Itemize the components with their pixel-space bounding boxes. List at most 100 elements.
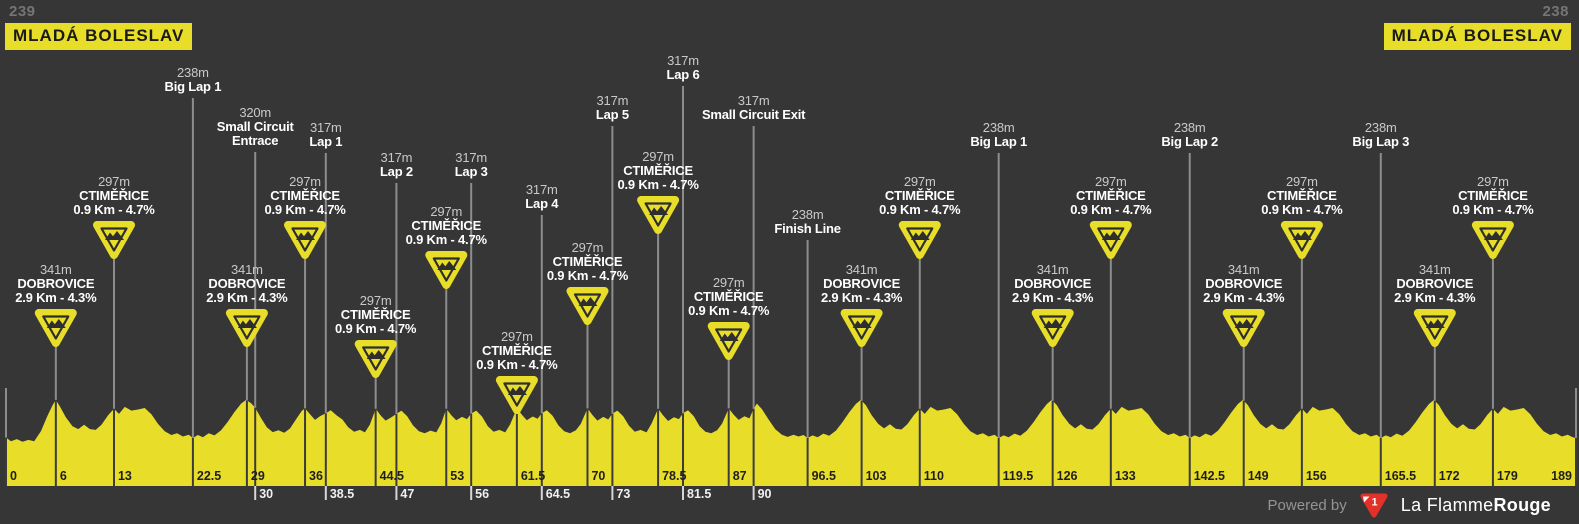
secondary-km-tick-label: 81.5 [687,487,712,501]
la-flamme-rouge-logo-icon: 1 [1360,493,1388,518]
km-tick-label: 44.5 [379,469,404,483]
waypoint-name: Big Lap 3 [1352,134,1410,149]
waypoint-elevation: 317m [455,150,488,165]
la-flamme-rouge-wordmark: La FlammeRouge [1401,495,1551,516]
waypoint-elevation: 238m [982,120,1015,135]
climb-marker: 341m DOBROVICE 2.9 Km - 4.3% [821,263,902,305]
waypoint-marker: 317m Lap 5 [596,94,629,122]
km-tick-label: 119.5 [1002,469,1034,483]
waypoint-marker: 238m Big Lap 1 [165,66,222,94]
km-tick-label: 22.5 [196,469,222,483]
waypoint-name: Lap 3 [454,164,488,179]
climb-name: CTIMĚŘICE [1458,188,1528,203]
climb-elevation: 297m [712,275,745,290]
climb-stats: 2.9 Km - 4.3% [820,290,903,305]
svg-text:1: 1 [1371,497,1377,509]
finish-elevation: 238 [1542,3,1569,20]
waypoint-elevation: 238m [1364,120,1397,135]
secondary-km-tick-label: 64.5 [545,487,571,501]
km-tick-label: 0 [10,469,17,483]
secondary-km-tick-label: 56 [475,487,490,501]
climb-stats: 0.9 Km - 4.7% [73,202,155,217]
climb-marker: 341m DOBROVICE 2.9 Km - 4.3% [1203,263,1284,305]
waypoint-name: Lap 5 [595,107,629,122]
km-tick-label: 13 [117,469,132,483]
climb-stats: 0.9 Km - 4.7% [617,177,699,192]
climb-stats: 2.9 Km - 4.3% [206,290,288,305]
km-tick-label: 96.5 [811,469,836,483]
waypoint-name: Entrace [232,133,279,148]
climb-stats: 0.9 Km - 4.7% [264,202,346,217]
climb-marker: 341m DOBROVICE 2.9 Km - 4.3% [1012,263,1093,305]
km-tick-label: 6 [59,469,67,483]
waypoint-elevation: 238m [177,65,209,80]
waypoint-name: Big Lap 2 [1161,134,1219,149]
climb-marker: 341m DOBROVICE 2.9 Km - 4.3% [206,263,287,305]
climb-name: DOBROVICE [1205,276,1283,291]
climb-warning-icon [1222,309,1265,347]
climb-elevation: 297m [642,149,674,164]
waypoint-name: Lap 4 [525,196,559,211]
waypoint-marker: 317m Lap 1 [309,121,342,149]
waypoint-name: Big Lap 1 [164,79,222,94]
climb-marker: 297m CTIMĚŘICE 0.9 Km - 4.7% [688,276,769,318]
km-tick-label: 70 [591,469,606,483]
climb-marker: 297m CTIMĚŘICE 0.9 Km - 4.7% [264,175,345,217]
start-elevation: 239 [9,3,36,20]
waypoint-marker: 317m Lap 2 [380,151,413,179]
km-tick-label: 61.5 [520,469,546,483]
climb-name: DOBROVICE [208,276,286,291]
km-tick-label: 126 [1056,469,1078,483]
climb-name: CTIMĚŘICE [482,343,552,358]
km-tick-label: 87 [732,469,747,483]
climb-stats: 2.9 Km - 4.3% [1394,290,1476,305]
climb-marker: 341m DOBROVICE 2.9 Km - 4.3% [15,263,96,305]
climb-warning-icon [566,287,609,325]
km-tick-label: 172 [1438,469,1460,483]
climb-marker: 297m CTIMĚŘICE 0.9 Km - 4.7% [1070,175,1151,217]
climb-elevation: 297m [1285,174,1318,189]
km-tick-label: 156 [1305,469,1327,483]
km-tick-label: 110 [923,469,944,483]
climb-stats: 0.9 Km - 4.7% [1070,202,1152,217]
climb-stats: 0.9 Km - 4.7% [879,202,961,217]
climb-elevation: 341m [1227,262,1260,277]
waypoint-name: Finish Line [774,221,841,236]
waypoint-marker: 238m Big Lap 3 [1352,121,1409,149]
climb-elevation: 297m [500,329,533,344]
km-tick-label: 165.5 [1384,469,1417,483]
waypoint-elevation: 317m [525,182,558,197]
climb-stats: 0.9 Km - 4.7% [1261,202,1343,217]
climb-elevation: 297m [430,204,463,219]
climb-warning-icon [1280,221,1323,259]
waypoint-elevation: 317m [596,93,629,108]
km-tick-label: 179 [1496,469,1518,483]
climb-stats: 0.9 Km - 4.7% [476,357,558,372]
climb-warning-icon [1031,309,1074,347]
waypoint-elevation: 238m [1173,120,1206,135]
climb-elevation: 297m [903,174,936,189]
climb-warning-icon [34,309,77,347]
climb-elevation: 297m [1094,174,1127,189]
km-tick-label: 149 [1247,469,1269,483]
climb-name: CTIMĚŘICE [1075,188,1146,203]
climb-name: CTIMĚŘICE [552,254,623,269]
climb-stats: 0.9 Km - 4.7% [688,303,770,318]
waypoint-marker: 238m Finish Line [774,207,841,236]
climb-elevation: 297m [359,293,392,308]
waypoint-elevation: 238m [791,207,824,222]
km-tick-label: 133 [1114,469,1136,483]
elevation-area [6,399,1576,486]
climb-marker: 297m CTIMĚŘICE 0.9 Km - 4.7% [1261,175,1342,217]
climb-warning-icon [495,376,538,414]
km-tick-label: 189 [1551,469,1572,483]
climb-warning-icon [284,221,326,259]
secondary-km-tick-label: 30 [259,487,274,501]
brand-light: La Flamme [1400,494,1494,515]
start-town-label: MLADÁ BOLESLAV [5,23,193,50]
climb-warning-icon [707,322,750,360]
climb-marker: 297m CTIMĚŘICE 0.9 Km - 4.7% [406,205,487,247]
waypoint-name: Small Circuit Exit [701,107,806,122]
secondary-km-tick-label: 38.5 [329,487,355,501]
